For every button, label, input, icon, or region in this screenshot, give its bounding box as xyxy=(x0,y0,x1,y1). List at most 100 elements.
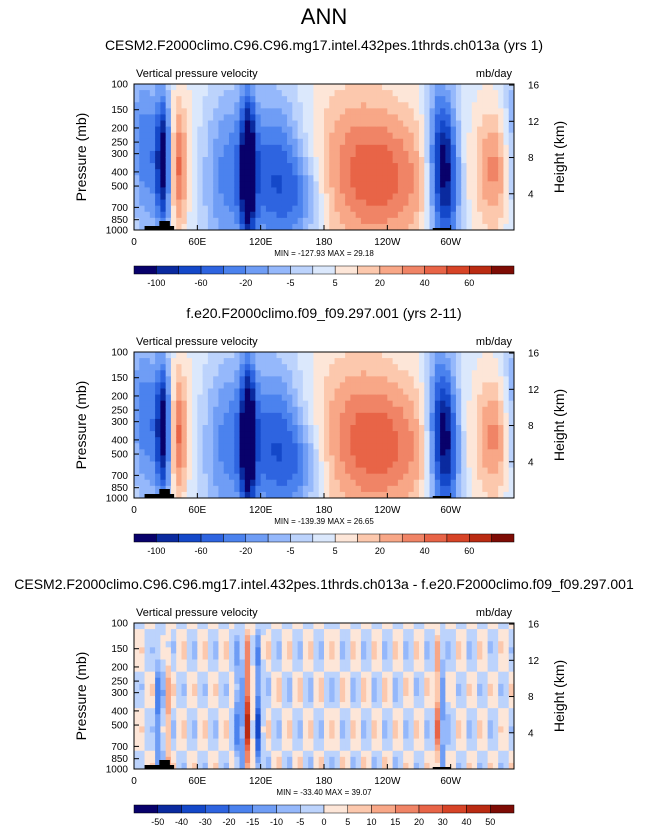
heatmap-cell xyxy=(355,108,362,115)
heatmap-cell xyxy=(345,665,351,673)
heatmap-cell xyxy=(334,90,341,97)
heatmap-cell xyxy=(360,467,367,475)
heatmap-cell xyxy=(207,376,214,383)
heatmap-cell xyxy=(503,382,510,389)
heatmap-cell xyxy=(360,382,367,389)
heatmap-cell xyxy=(403,647,409,654)
heatmap-cell xyxy=(324,708,330,715)
heatmap-cell xyxy=(144,120,151,128)
heatmap-cell xyxy=(392,683,399,691)
heatmap-cell xyxy=(382,696,388,703)
heatmap-cell xyxy=(455,199,462,207)
heatmap-cell xyxy=(487,150,494,158)
heatmap-cell xyxy=(149,193,156,201)
heatmap-cell xyxy=(498,114,504,121)
heatmap-cell xyxy=(223,623,230,630)
heatmap-cell xyxy=(429,394,436,402)
heatmap-cell xyxy=(202,217,209,225)
heatmap-cell xyxy=(503,406,510,414)
heatmap-cell xyxy=(149,677,156,685)
heatmap-cell xyxy=(260,412,267,420)
heatmap-cell xyxy=(455,150,462,158)
heatmap-cell xyxy=(202,352,209,359)
heatmap-cell xyxy=(234,491,241,499)
heatmap-cell xyxy=(461,382,467,389)
heatmap-cell xyxy=(334,358,341,365)
heatmap-cell xyxy=(229,84,235,91)
heatmap-cell xyxy=(371,653,378,660)
heatmap-cell xyxy=(281,720,288,727)
heatmap-cell xyxy=(334,461,341,469)
heatmap-cell xyxy=(318,400,325,408)
heatmap-cell xyxy=(287,738,293,746)
heatmap-cell xyxy=(302,425,309,432)
heatmap-cell xyxy=(345,193,351,201)
heatmap-cell xyxy=(471,364,478,371)
heatmap-cell xyxy=(371,382,378,389)
heatmap-cell xyxy=(477,157,483,164)
heatmap-cell xyxy=(387,412,394,420)
heatmap-cell xyxy=(155,388,161,396)
heatmap-cell xyxy=(229,175,235,182)
heatmap-cell xyxy=(424,756,431,764)
heatmap-cell xyxy=(213,144,219,152)
heatmap-cell xyxy=(139,84,146,91)
heatmap-cell xyxy=(271,199,277,207)
heatmap-cell xyxy=(207,714,214,721)
heatmap-cell xyxy=(139,714,146,721)
heatmap-cell xyxy=(160,473,167,481)
heatmap-cell xyxy=(197,623,204,630)
heatmap-cell xyxy=(471,473,478,481)
heatmap-cell xyxy=(308,671,314,679)
heatmap-cell xyxy=(334,437,341,444)
heatmap-cell xyxy=(413,696,420,703)
heatmap-cell xyxy=(355,726,362,733)
heatmap-cell xyxy=(397,461,404,469)
heatmap-cell xyxy=(392,744,399,752)
heatmap-cell xyxy=(397,449,404,456)
heatmap-cell xyxy=(202,683,209,691)
heatmap-cell xyxy=(324,677,330,685)
heatmap-cell xyxy=(244,473,251,481)
heatmap-cell xyxy=(371,199,378,207)
heatmap-cell xyxy=(366,169,372,176)
heatmap-cell xyxy=(471,418,478,426)
heatmap-cell xyxy=(382,175,388,182)
heatmap-cell xyxy=(392,199,399,207)
heatmap-cell xyxy=(186,744,193,752)
heatmap-cell xyxy=(134,708,140,715)
heatmap-cell xyxy=(318,418,325,426)
heatmap-cell xyxy=(281,157,288,164)
heatmap-cell xyxy=(144,641,151,648)
heatmap-cell xyxy=(440,418,446,426)
heatmap-cell xyxy=(413,150,420,158)
heatmap-cell xyxy=(482,467,489,475)
heatmap-cell xyxy=(429,467,436,475)
heatmap-cell xyxy=(324,653,330,660)
heatmap-cell xyxy=(445,364,452,371)
heatmap-cell xyxy=(144,689,151,697)
heatmap-cell xyxy=(160,382,167,389)
heatmap-cell xyxy=(281,223,288,231)
heatmap-cell xyxy=(213,671,219,679)
heatmap-cell xyxy=(176,132,182,140)
heatmap-cell xyxy=(281,726,288,733)
heatmap-cell xyxy=(366,726,372,733)
heatmap-cell xyxy=(292,217,299,225)
heatmap-cell xyxy=(455,425,462,432)
heatmap-cell xyxy=(181,437,188,444)
heatmap-cell xyxy=(318,431,325,438)
heatmap-cell xyxy=(324,485,330,493)
heatmap-cell xyxy=(213,762,219,770)
colorbar-swatch xyxy=(401,265,425,275)
heatmap-cell xyxy=(165,641,172,648)
heatmap-cell xyxy=(223,120,230,128)
heatmap-cell xyxy=(429,382,436,389)
heatmap-cell xyxy=(461,217,467,225)
heatmap-cell xyxy=(392,400,399,408)
heatmap-cell xyxy=(471,400,478,408)
heatmap-cell xyxy=(324,126,330,134)
heatmap-cell xyxy=(329,187,336,194)
heatmap-cell xyxy=(487,370,494,377)
heatmap-cell xyxy=(492,467,499,475)
